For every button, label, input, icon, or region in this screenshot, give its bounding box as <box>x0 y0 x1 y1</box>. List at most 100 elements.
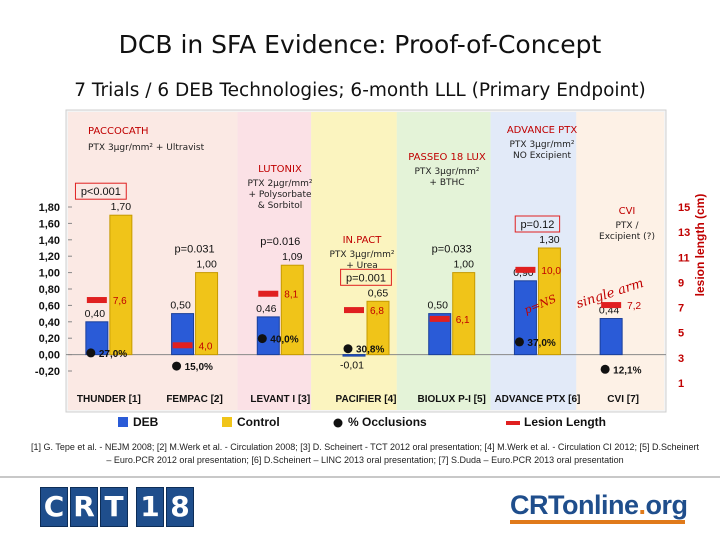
legend-label-control: Control <box>237 415 280 429</box>
group-desc: PTX 2μgr/mm² <box>248 179 313 189</box>
x-tick-label: CVI [7] <box>607 394 639 405</box>
p-value: p<0.001 <box>81 186 121 198</box>
y2-tick-label: 13 <box>678 227 690 239</box>
references: [1] G. Tepe et al. - NEJM 2008; [2] M.We… <box>31 442 699 465</box>
y-tick-label: 0,40 <box>39 317 60 329</box>
footer-divider <box>0 476 720 478</box>
group-band <box>490 112 577 410</box>
lesion-label: 8,1 <box>284 290 298 301</box>
x-tick-label: FEMPAC [2] <box>166 394 222 405</box>
p-value: p=0.12 <box>520 219 554 231</box>
logo-dot: . <box>638 490 646 520</box>
group-name: LUTONIX <box>258 164 302 175</box>
legend-swatch-lesion <box>506 421 520 425</box>
y-tick-label: 1,20 <box>39 251 60 263</box>
slide-title: DCB in SFA Evidence: Proof-of-Concept <box>118 30 602 59</box>
y2-tick-label: 15 <box>678 202 690 214</box>
bar-label-control: 1,70 <box>111 201 132 213</box>
bar-deb <box>342 354 366 357</box>
group-desc: + Polysorbate <box>248 190 311 200</box>
group-band <box>311 112 397 410</box>
legend-label-lesion: Lesion Length <box>524 415 606 429</box>
lll-chart: 1,80 1,60 1,40 1,20 1,00 0,80 0,60 0,40 0,20 0,00… <box>35 109 707 429</box>
occlusion-marker <box>514 337 524 347</box>
logo-letter: C <box>40 487 68 527</box>
bar-deb <box>85 321 109 356</box>
bar-label-control: 1,09 <box>282 251 303 263</box>
lesion-marker <box>172 342 193 349</box>
lesion-label: 4,0 <box>199 341 213 352</box>
bar-deb <box>428 313 452 356</box>
y-tick-label: 0,20 <box>39 333 60 345</box>
group-desc: PTX 3μgr/mm² <box>510 140 575 150</box>
group-desc: PTX / <box>616 221 640 231</box>
bar-deb <box>599 318 623 356</box>
bar-label-deb: -0,01 <box>340 360 364 372</box>
lesion-label: 7,2 <box>627 301 641 312</box>
y-tick-label: 1,60 <box>39 218 60 230</box>
x-tick-label: THUNDER [1] <box>77 394 141 405</box>
occlusion-marker <box>86 348 96 358</box>
lesion-label: 6,8 <box>370 306 384 317</box>
p-value: p=0.016 <box>260 236 300 248</box>
x-tick-label: ADVANCE PTX [6] <box>494 394 580 405</box>
occlusion-label: 12,1% <box>613 365 641 376</box>
y-tick-label: 0,80 <box>39 284 60 296</box>
lesion-label: 10,0 <box>541 266 561 277</box>
y2-axis-label: lesion length (cm) <box>693 194 707 297</box>
group-desc: Excipient (?) <box>599 232 655 242</box>
occlusion-marker <box>343 344 353 354</box>
group-desc: PTX 3μgr/mm² <box>330 250 395 260</box>
slide-subtitle: 7 Trials / 6 DEB Technologies; 6-month L… <box>74 80 646 101</box>
crtonline-logo: CRTonline.org <box>510 490 689 524</box>
group-band <box>237 112 312 410</box>
legend-swatch-deb <box>118 417 128 427</box>
p-value-box <box>514 215 561 233</box>
bar-control <box>195 272 219 356</box>
occlusion-marker <box>600 364 610 374</box>
bar-label-deb: 0,46 <box>256 303 277 315</box>
bar-deb <box>171 313 195 356</box>
p-value: p=0.031 <box>175 244 215 256</box>
y2-tick-label: 11 <box>678 252 690 264</box>
bar-label-control: 1,00 <box>453 259 474 271</box>
y-tick-label: 1,00 <box>39 268 60 280</box>
logo-letter: 1 <box>136 487 164 527</box>
lesion-marker <box>86 297 107 304</box>
lesion-label: 6,1 <box>456 315 470 326</box>
bar-label-control: 0,65 <box>368 287 389 299</box>
y-tick-label: 1,80 <box>39 202 60 214</box>
legend-label-deb: DEB <box>133 415 159 429</box>
logo-letter: T <box>100 487 128 527</box>
lesion-marker <box>258 290 279 297</box>
lesion-marker <box>429 315 450 322</box>
group-name: IN.PACT <box>343 235 383 246</box>
lesion-marker <box>344 307 364 314</box>
occlusion-label: 40,0% <box>270 335 298 346</box>
y2-tick-label: 7 <box>678 303 684 315</box>
bar-control <box>109 214 133 356</box>
group-desc: & Sorbitol <box>258 201 303 211</box>
lesion-label: 7,6 <box>113 296 127 307</box>
y2-tick-label: 5 <box>678 328 684 340</box>
legend-swatch-control <box>222 417 232 427</box>
occlusion-marker <box>257 334 267 344</box>
bar-control <box>366 300 390 356</box>
group-desc: PTX 3μgr/mm² + Ultravist <box>88 143 205 153</box>
legend-label-occlusions: % Occlusions <box>348 415 427 429</box>
bar-deb <box>256 316 280 356</box>
group-name: PASSEO 18 LUX <box>408 152 486 163</box>
x-tick-label: BIOLUX P-I [5] <box>418 394 486 405</box>
logo-letter: 8 <box>166 487 194 527</box>
logo-tld: org <box>645 490 689 520</box>
bar-control <box>280 264 304 356</box>
occlusion-label: 15,0% <box>185 362 213 373</box>
y2-tick-label: 9 <box>678 277 684 289</box>
y-tick-label: -0,20 <box>35 366 60 378</box>
y-tick-label: 1,40 <box>39 235 60 247</box>
group-name: PACCOCATH <box>88 126 149 137</box>
y2-tick-label: 3 <box>678 353 684 365</box>
logo-main: CRTonline <box>510 490 639 520</box>
bar-label-deb: 0,50 <box>427 300 448 312</box>
p-value-box <box>340 268 392 286</box>
